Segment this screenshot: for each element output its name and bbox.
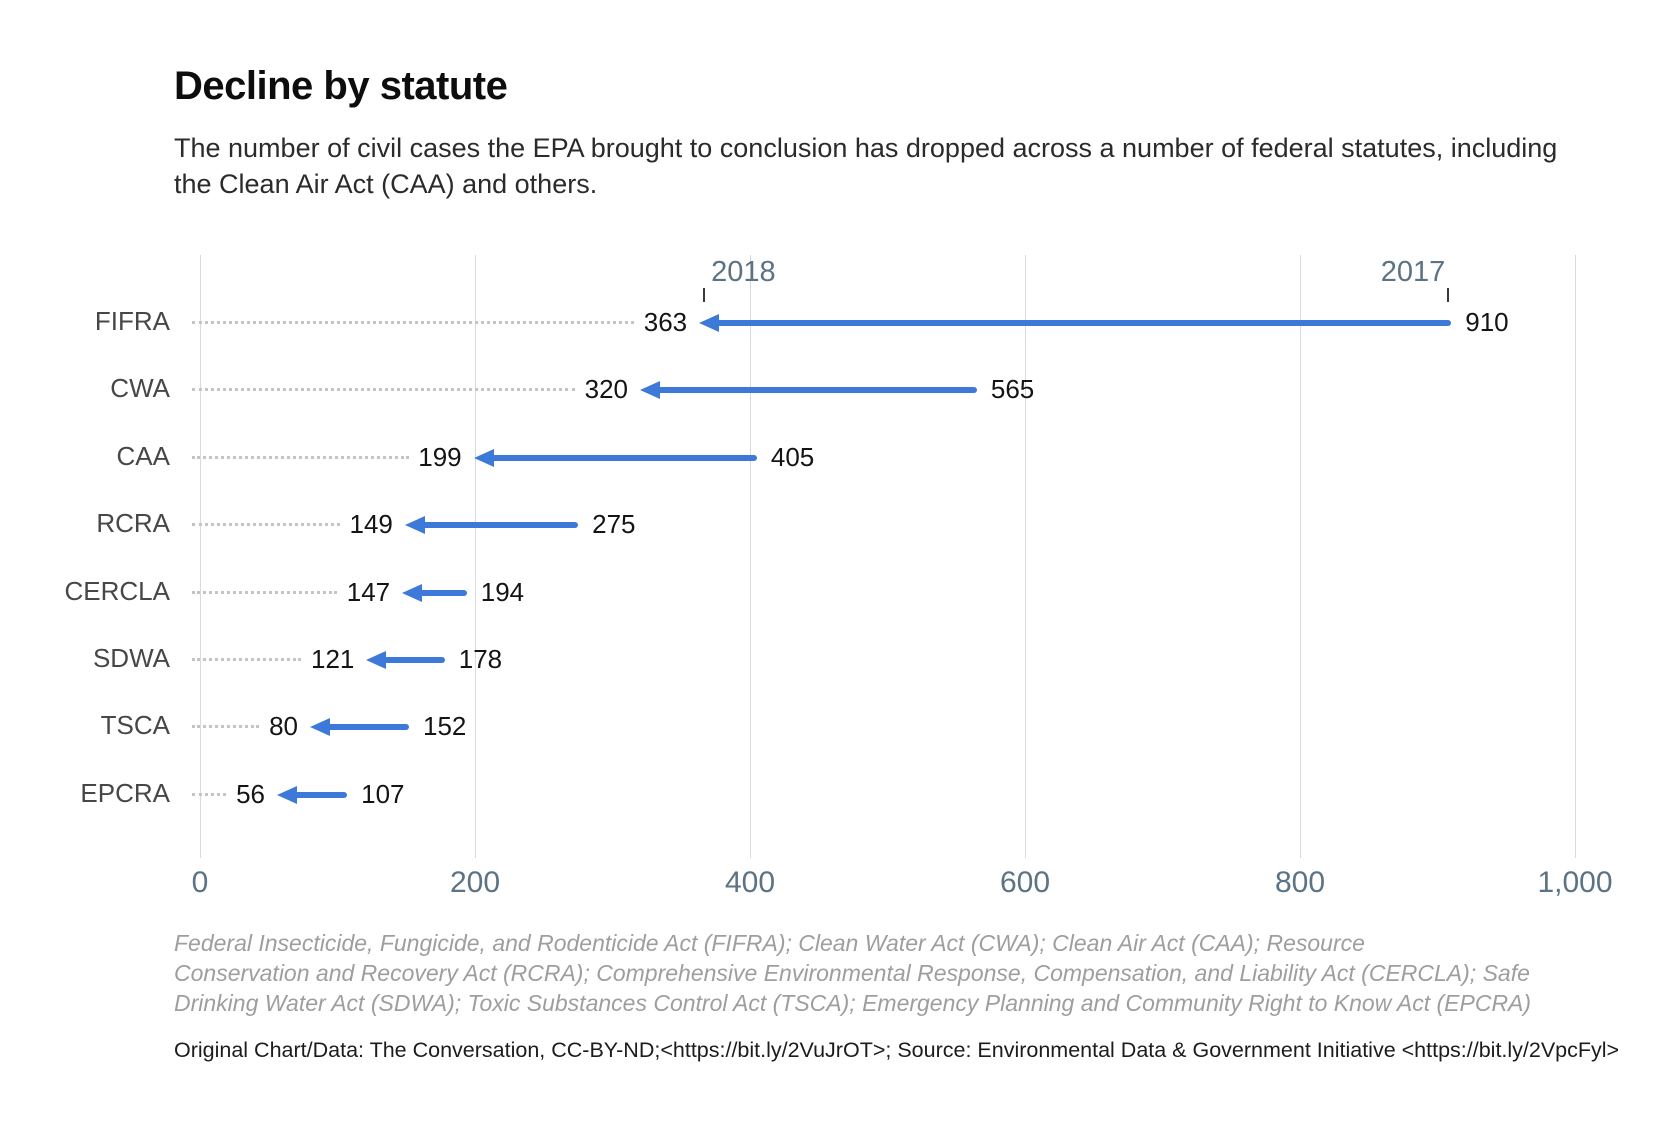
leader-line-TSCA <box>192 725 259 729</box>
x-axis-label-1,000: 1,000 <box>1537 866 1613 899</box>
leader-line-CAA <box>192 455 409 459</box>
leader-line-EPCRA <box>192 792 226 796</box>
value-2018-FIFRA: 363 <box>643 307 688 337</box>
year-tick-2018 <box>703 288 706 302</box>
footnote: Federal Insecticide, Fungicide, and Rode… <box>174 928 1531 1018</box>
category-label-FIFRA: FIFRA <box>94 306 170 336</box>
chart-title: Decline by statute <box>174 64 508 108</box>
gridline-800 <box>1300 255 1301 858</box>
value-2018-CWA: 320 <box>584 374 628 405</box>
value-2017-SDWA: 178 <box>458 644 503 674</box>
arrow-head-CWA <box>640 381 660 400</box>
category-label-RCRA: RCRA <box>96 508 170 539</box>
arrow-shaft-TSCA <box>326 724 409 731</box>
leader-line-CERCLA <box>192 590 338 594</box>
category-label-CWA: CWA <box>110 373 170 404</box>
category-label-SDWA: SDWA <box>92 643 170 673</box>
arrow-shaft-CERCLA <box>418 589 467 596</box>
arrow-head-FIFRA <box>699 314 720 332</box>
footnote-line-2: Conservation and Recovery Act (RCRA); Co… <box>174 960 1530 986</box>
category-label-CERCLA: CERCLA <box>64 575 170 606</box>
leader-line-CWA <box>192 388 575 392</box>
value-2017-TSCA: 152 <box>423 711 467 742</box>
x-axis-label-400: 400 <box>724 866 776 899</box>
arrow-head-SDWA <box>366 651 387 669</box>
value-2018-CERCLA: 147 <box>346 576 391 607</box>
arrow-shaft-RCRA <box>420 522 579 529</box>
arrow-shaft-CWA <box>656 387 977 394</box>
source-line: Original Chart/Data: The Conversation, C… <box>174 1038 1620 1062</box>
arrow-head-RCRA <box>404 516 425 535</box>
footnote-line-3: Drinking Water Act (SDWA); Toxic Substan… <box>174 990 1532 1016</box>
value-2018-RCRA: 149 <box>349 509 393 540</box>
leader-line-RCRA <box>192 523 340 527</box>
gridline-1,000 <box>1575 255 1576 858</box>
footnote-line-1: Federal Insecticide, Fungicide, and Rode… <box>174 930 1365 956</box>
arrow-shaft-EPCRA <box>293 791 348 798</box>
year-label-2018: 2018 <box>711 256 776 288</box>
arrow-head-CERCLA <box>402 583 423 602</box>
arrow-head-EPCRA <box>277 785 297 804</box>
x-axis-label-600: 600 <box>999 866 1051 899</box>
category-label-EPCRA: EPCRA <box>80 777 170 808</box>
x-axis-label-0: 0 <box>191 866 209 899</box>
leader-line-FIFRA <box>192 321 635 324</box>
leader-line-SDWA <box>192 658 302 661</box>
gridline-200 <box>475 255 476 858</box>
value-2017-FIFRA: 910 <box>1465 307 1509 337</box>
value-2018-EPCRA: 56 <box>236 778 265 809</box>
arrow-shaft-FIFRA <box>715 320 1452 326</box>
year-tick-2017 <box>1447 288 1450 302</box>
chart-subtitle: The number of civil cases the EPA brough… <box>174 133 1558 199</box>
value-2018-SDWA: 121 <box>310 644 355 674</box>
category-label-CAA: CAA <box>116 440 170 471</box>
value-2017-CAA: 405 <box>770 441 815 472</box>
value-2017-CWA: 565 <box>990 374 1035 405</box>
x-axis-label-200: 200 <box>449 866 501 899</box>
arrow-head-CAA <box>473 448 494 467</box>
gridline-0 <box>200 255 201 858</box>
value-2017-RCRA: 275 <box>592 509 636 540</box>
value-2017-EPCRA: 107 <box>361 778 405 809</box>
arrow-shaft-SDWA <box>382 657 445 663</box>
gridline-600 <box>1025 255 1026 858</box>
year-label-2017: 2017 <box>1380 256 1446 288</box>
gridline-400 <box>750 255 751 858</box>
category-label-TSCA: TSCA <box>100 710 170 741</box>
x-axis-label-800: 800 <box>1274 866 1326 899</box>
value-2018-CAA: 199 <box>418 441 462 472</box>
arrow-shaft-CAA <box>489 454 757 461</box>
value-2018-TSCA: 80 <box>269 711 298 742</box>
value-2017-CERCLA: 194 <box>480 576 525 607</box>
arrow-head-TSCA <box>310 718 330 737</box>
